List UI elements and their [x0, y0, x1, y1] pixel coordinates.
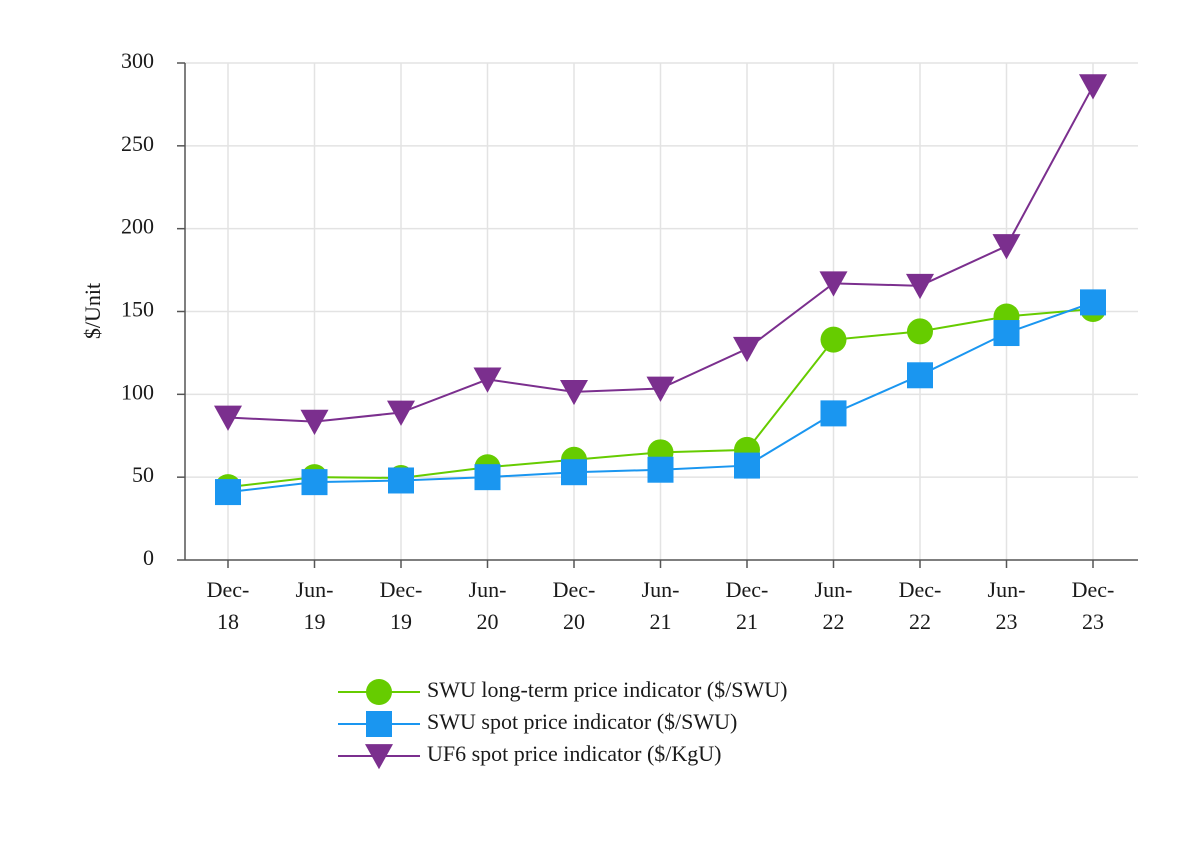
series-3	[214, 74, 1107, 435]
x-tick-label-line1: Dec-	[380, 577, 423, 602]
x-tick-label-line2: 21	[650, 609, 672, 634]
x-tick-label-line2: 21	[736, 609, 758, 634]
y-tick-labels: 0 50 100 150 200 250 300	[121, 48, 185, 570]
legend-item: SWU spot price indicator ($/SWU)	[338, 709, 737, 737]
data-point	[301, 469, 328, 496]
y-tick-label: 50	[132, 462, 154, 487]
data-point	[214, 405, 242, 431]
x-tick-label-line2: 19	[304, 609, 326, 634]
x-tick-label-line2: 20	[563, 609, 585, 634]
data-point	[906, 273, 934, 300]
legend-label: SWU long-term price indicator ($/SWU)	[427, 677, 787, 702]
y-axis-title: $/Unit	[80, 283, 105, 339]
grid-lines	[185, 62, 1138, 560]
data-point	[300, 409, 329, 435]
data-point	[387, 400, 415, 426]
data-point	[560, 379, 588, 406]
data-point	[734, 452, 760, 479]
x-tick-label-line1: Dec-	[207, 577, 250, 602]
data-point	[646, 376, 675, 402]
legend-item: SWU long-term price indicator ($/SWU)	[338, 677, 787, 705]
x-tick-label-line1: Dec-	[726, 577, 769, 602]
x-tick-label-line1: Dec-	[1072, 577, 1115, 602]
data-point	[820, 326, 847, 353]
data-point	[733, 336, 761, 363]
y-tick-label: 100	[121, 379, 154, 404]
series-layer	[214, 74, 1107, 506]
x-tick-label-line2: 23	[996, 609, 1018, 634]
legend-marker	[366, 711, 392, 737]
legend-marker	[366, 679, 392, 705]
x-tick-label-line1: Dec-	[899, 577, 942, 602]
data-point	[1079, 74, 1107, 100]
data-point	[561, 459, 587, 486]
x-tick-label-line2: 22	[823, 609, 845, 634]
legend: SWU long-term price indicator ($/SWU) SWU…	[338, 677, 787, 770]
data-point	[215, 479, 241, 506]
x-tick-label-line2: 22	[909, 609, 931, 634]
x-tick-labels: Dec- 18 Jun- 19 Dec- 19 Jun- 20 Dec- 20 Jun- 21 Dec-…	[207, 560, 1115, 634]
y-tick-label: 250	[121, 131, 154, 156]
x-tick-label-line2: 20	[477, 609, 499, 634]
y-tick-label: 0	[143, 545, 154, 570]
y-tick-label: 150	[121, 297, 154, 322]
data-point	[819, 271, 848, 297]
y-tick-label: 300	[121, 48, 154, 73]
data-point	[993, 320, 1020, 347]
data-point	[474, 464, 501, 491]
legend-label: SWU spot price indicator ($/SWU)	[427, 709, 737, 734]
x-tick-label-line1: Dec-	[553, 577, 596, 602]
series-2	[215, 289, 1106, 506]
x-tick-label-line1: Jun-	[642, 577, 680, 602]
data-point	[1080, 289, 1106, 316]
x-tick-label-line1: Jun-	[469, 577, 507, 602]
x-tick-label-line2: 19	[390, 609, 412, 634]
data-point	[907, 362, 933, 389]
legend-item: UF6 spot price indicator ($/KgU)	[338, 741, 722, 770]
x-tick-label-line2: 23	[1082, 609, 1104, 634]
data-point	[647, 456, 674, 483]
x-tick-label-line2: 18	[217, 609, 239, 634]
x-tick-label-line1: Jun-	[296, 577, 334, 602]
data-point	[388, 467, 414, 494]
data-point	[820, 400, 847, 427]
y-tick-label: 200	[121, 214, 154, 239]
x-tick-label-line1: Jun-	[815, 577, 853, 602]
legend-marker	[365, 744, 393, 770]
legend-label: UF6 spot price indicator ($/KgU)	[427, 741, 722, 766]
data-point	[907, 318, 933, 345]
data-point	[473, 367, 502, 393]
x-tick-label-line1: Jun-	[988, 577, 1026, 602]
data-point	[992, 234, 1021, 260]
